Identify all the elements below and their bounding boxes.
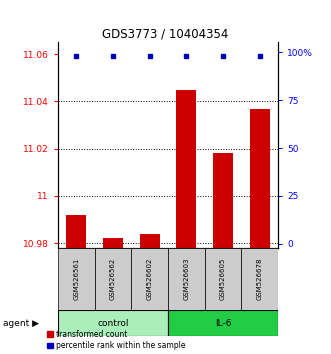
Bar (140, 234, 160, 248)
Text: GSM526605: GSM526605 (220, 258, 226, 300)
Bar (95, 248, 131, 310)
Bar (168, 310, 278, 336)
Text: GSM526561: GSM526561 (73, 258, 79, 300)
Text: agent ▶: agent ▶ (3, 319, 39, 327)
Text: control: control (97, 319, 129, 327)
Bar (250, 109, 270, 248)
Legend: transformed count, percentile rank within the sample: transformed count, percentile rank withi… (47, 330, 185, 350)
Bar (241, 248, 278, 310)
Bar (205, 248, 241, 310)
Bar (58, 310, 168, 336)
Text: GSM526602: GSM526602 (147, 258, 153, 300)
Bar (213, 153, 233, 248)
Bar (176, 90, 196, 248)
Text: GSM526603: GSM526603 (183, 257, 189, 300)
Bar (131, 248, 168, 310)
Text: GDS3773 / 10404354: GDS3773 / 10404354 (102, 27, 229, 40)
Text: IL-6: IL-6 (215, 319, 231, 327)
Text: GSM526562: GSM526562 (110, 258, 116, 300)
Text: GSM526678: GSM526678 (257, 257, 263, 300)
Bar (168, 248, 205, 310)
Bar (66, 215, 86, 248)
Bar (103, 238, 123, 248)
Bar (58, 248, 95, 310)
